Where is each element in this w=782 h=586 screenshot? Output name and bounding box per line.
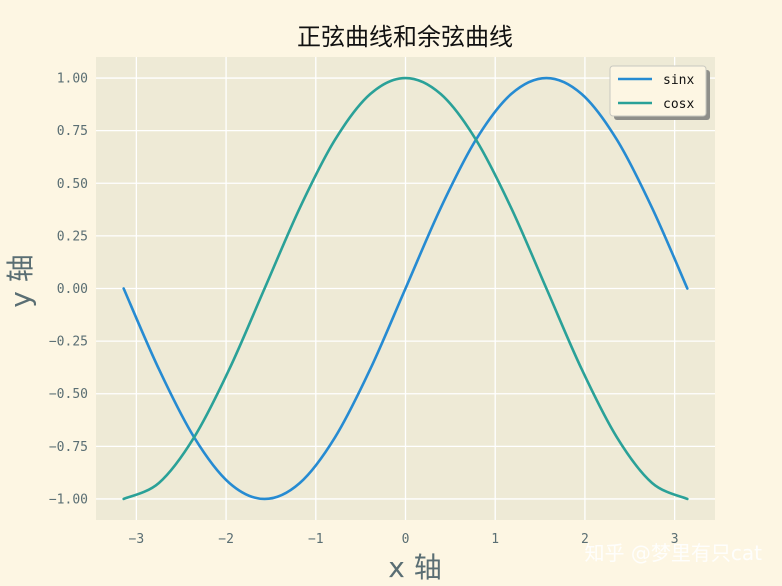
y-tick-label: −0.25 — [49, 335, 88, 350]
series-layer — [122, 76, 689, 501]
legend-label-sinx: sinx — [663, 73, 694, 88]
x-tick-label: −2 — [218, 532, 234, 547]
x-tick-label: −3 — [129, 532, 145, 547]
series-line-cosx — [122, 76, 689, 501]
x-tick-label: −1 — [308, 532, 324, 547]
x-axis-label: x 轴 — [388, 551, 441, 584]
legend-label-cosx: cosx — [663, 97, 694, 112]
y-tick-label: 0.50 — [57, 177, 88, 192]
gridlines — [96, 57, 715, 520]
y-tick-label: −1.00 — [49, 492, 88, 507]
y-tick-label: 0.75 — [57, 124, 88, 139]
x-tick-label: 0 — [402, 532, 410, 547]
watermark: 知乎 @梦里有只cat — [585, 541, 763, 565]
x-tick-label: 3 — [671, 532, 679, 547]
y-tick-label: 1.00 — [57, 72, 88, 87]
y-tick-label: 0.25 — [57, 229, 88, 244]
y-tick-label: −0.75 — [49, 440, 88, 455]
x-tick-labels: −3 −2 −1 0 1 2 3 — [129, 532, 679, 547]
x-tick-label: 2 — [581, 532, 589, 547]
y-tick-label: 0.00 — [57, 282, 88, 297]
y-tick-label: −0.50 — [49, 387, 88, 402]
chart-title: 正弦曲线和余弦曲线 — [297, 23, 513, 51]
x-tick-label: 1 — [491, 532, 499, 547]
y-tick-labels: 1.00 0.75 0.50 0.25 0.00 −0.25 −0.50 −0.75 −1.00 — [49, 72, 88, 508]
y-axis-label: y 轴 — [4, 254, 37, 307]
legend: sinx cosx — [609, 65, 710, 120]
series-line-sinx — [122, 76, 689, 501]
